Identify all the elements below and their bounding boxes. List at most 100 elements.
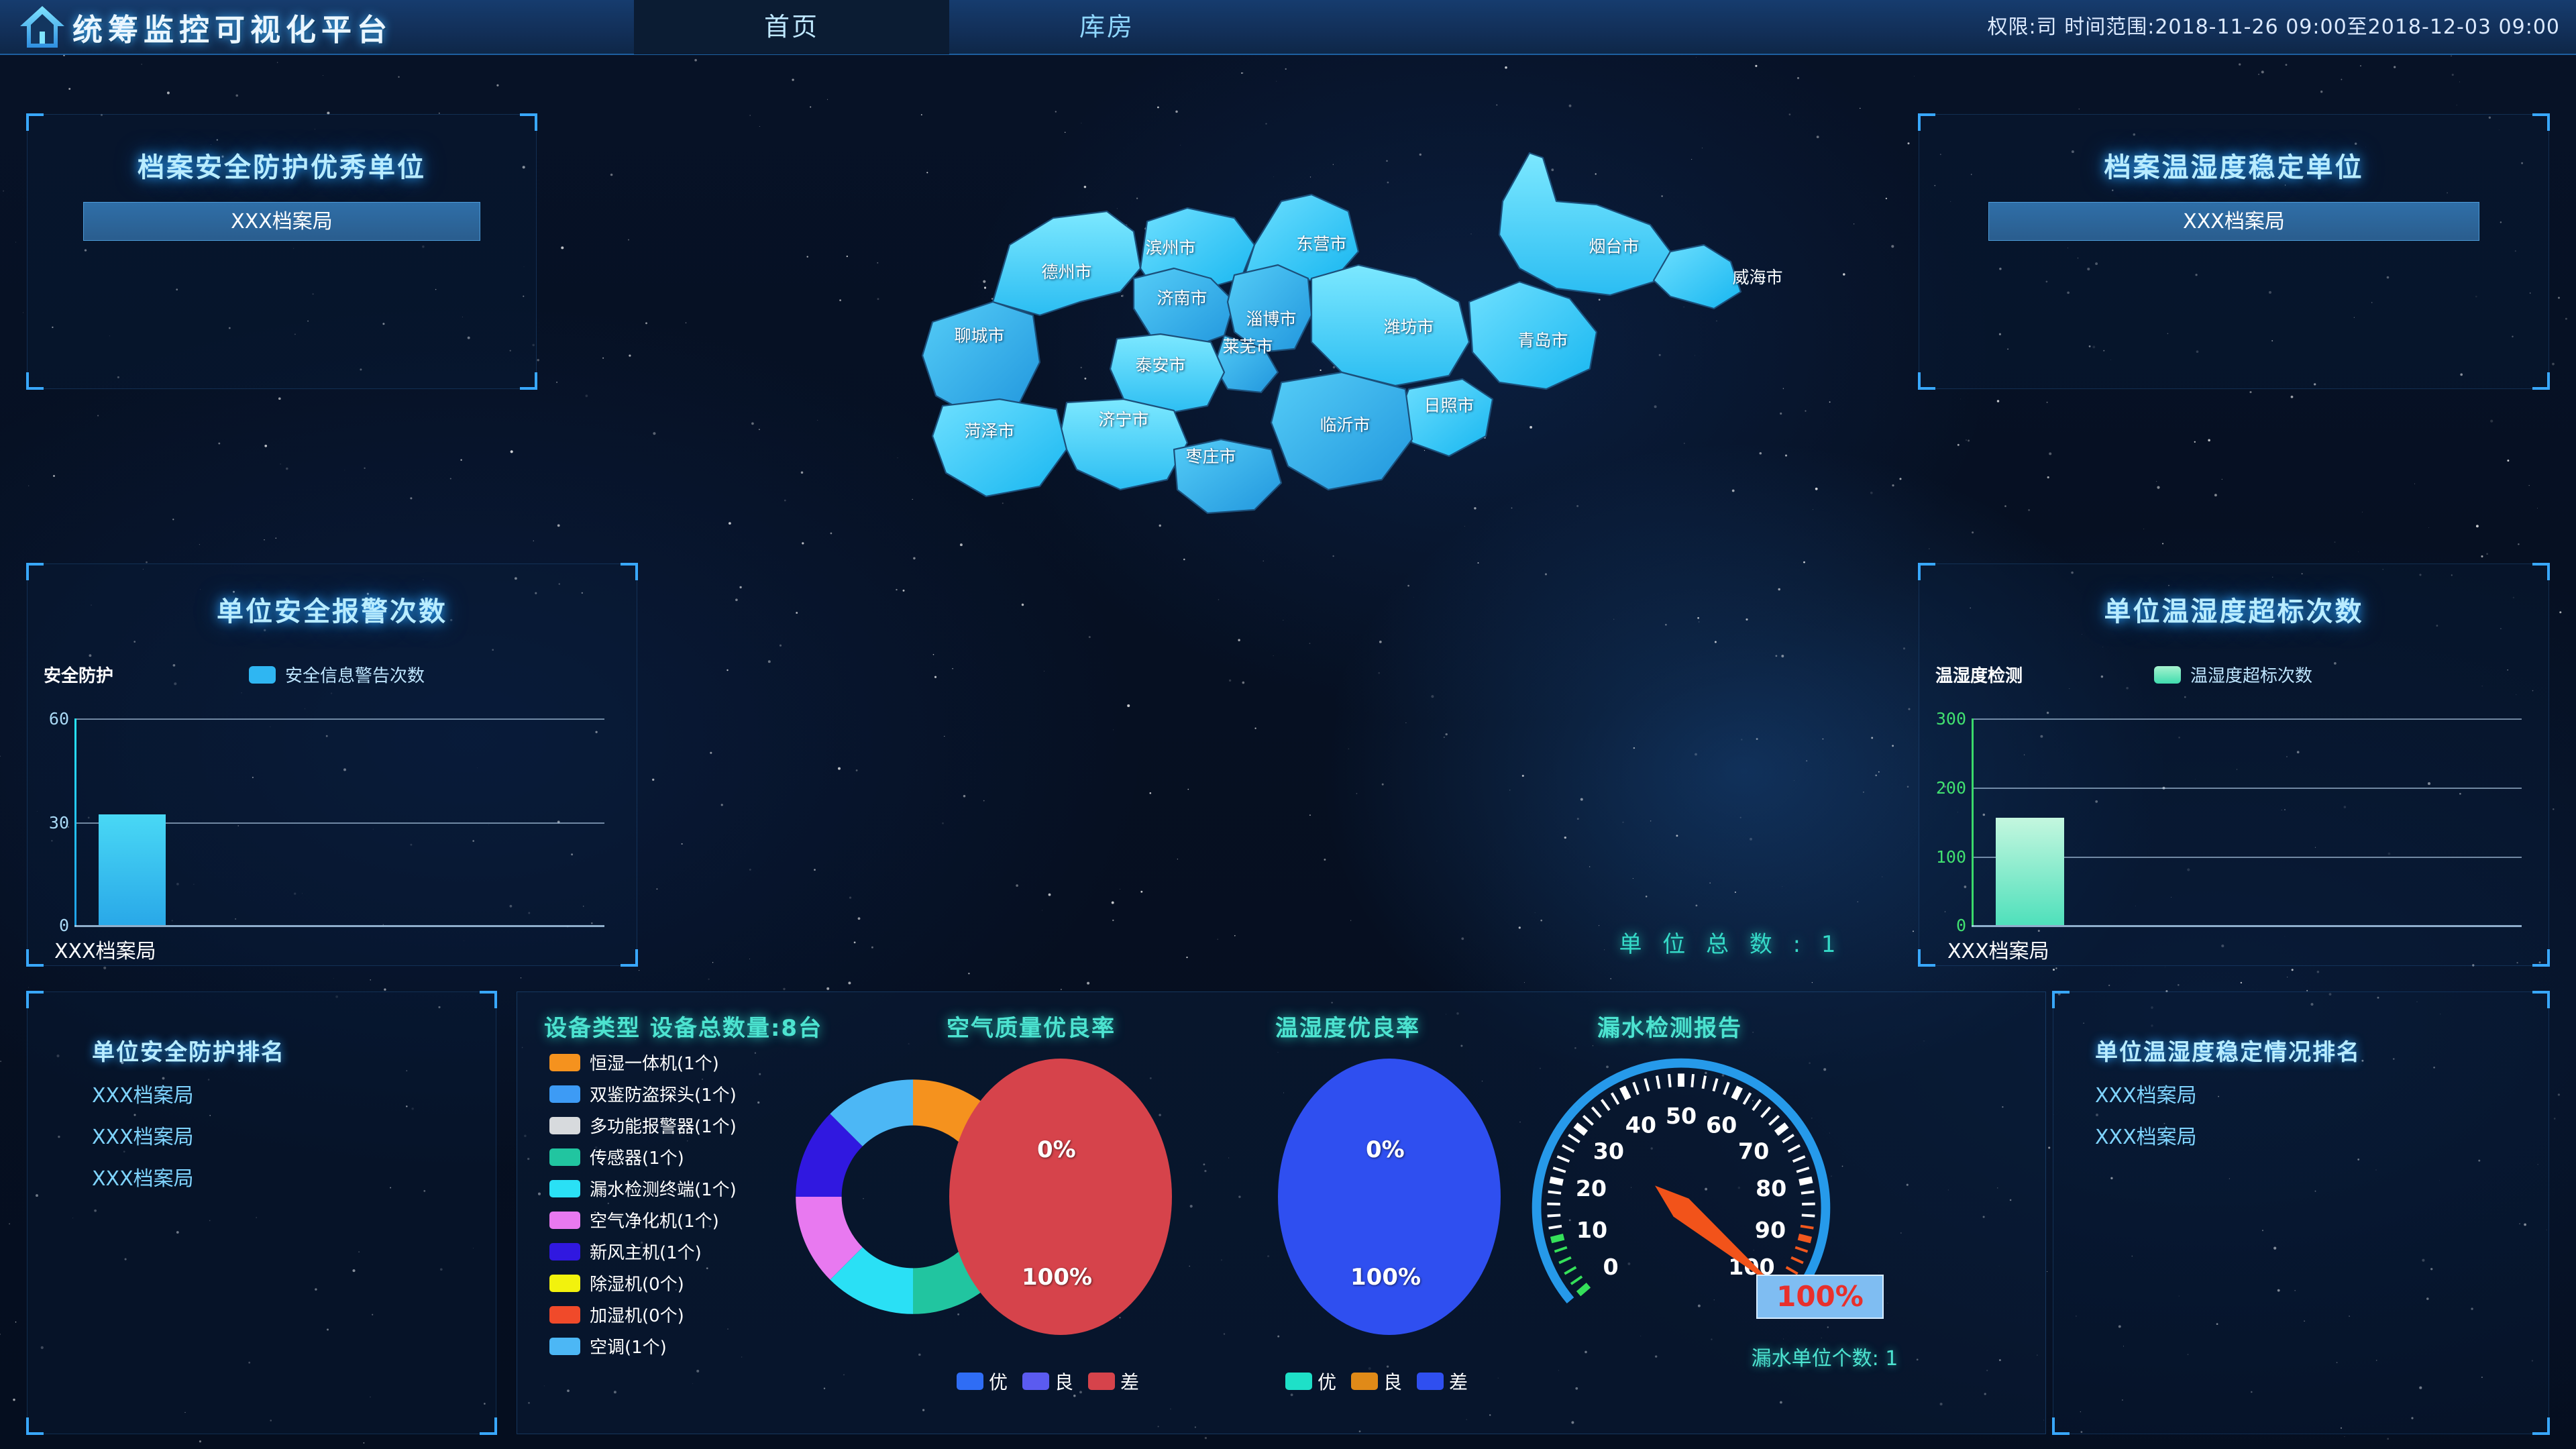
legend-swatch xyxy=(1022,1373,1050,1390)
temp-humidity-pie-chart[interactable] xyxy=(1275,1056,1503,1338)
device-legend-item[interactable]: 新风主机(1个) xyxy=(549,1239,845,1264)
rank-list-item[interactable]: XXX档案局 xyxy=(92,1167,194,1191)
shandong-map[interactable]: 滨州市 东营市 烟台市威海市 德州市济南市淄博市 潍坊市青岛市 聊城市莱芜市泰安市日照市临… xyxy=(704,101,1912,973)
city-label-烟台市[interactable]: 烟台市 xyxy=(1589,237,1640,256)
rank-list-item[interactable]: XXX档案局 xyxy=(2095,1126,2197,1149)
map-svg[interactable] xyxy=(704,101,1912,543)
temp-humidity-legend[interactable]: 优 良 差 xyxy=(1285,1368,1468,1395)
rank-list-item[interactable]: XXX档案局 xyxy=(2095,1084,2197,1108)
legend-swatch xyxy=(549,1337,580,1355)
tab-warehouse[interactable]: 库房 xyxy=(1079,12,1135,42)
legend-item-good[interactable]: 良 xyxy=(1022,1368,1073,1395)
y-axis xyxy=(1972,718,1974,926)
rank-list-item[interactable]: XXX档案局 xyxy=(92,1126,194,1149)
panel-title: 单位温湿度稳定情况排名 xyxy=(2095,1039,2361,1066)
corner-bracket xyxy=(2532,372,2550,390)
legend-item-excellent[interactable]: 优 xyxy=(1285,1368,1336,1395)
legend-label: 良 xyxy=(1055,1371,1074,1393)
gauge-tick xyxy=(1558,1256,1572,1265)
legend-label: 差 xyxy=(1449,1371,1468,1393)
donut-slice[interactable] xyxy=(830,1247,913,1314)
legend-label: 双鉴防盗探头(1个) xyxy=(590,1085,737,1106)
gauge-tick xyxy=(1548,1224,1562,1230)
gauge-tick xyxy=(1712,1078,1719,1092)
y-axis xyxy=(74,718,76,926)
device-legend-item[interactable]: 加湿机(0个) xyxy=(549,1302,845,1327)
corner-bracket xyxy=(26,563,44,580)
city-label-临沂市[interactable]: 临沂市 xyxy=(1320,415,1371,435)
header-permission-time-info: 权限:司 时间范围:2018-11-26 09:00至2018-12-03 09… xyxy=(1987,15,2560,39)
chart-legend[interactable]: 温湿度超标次数 xyxy=(2154,662,2312,687)
temp-humidity-rate-title: 温湿度优良率 xyxy=(1275,1015,1420,1042)
y-tick-0: 0 xyxy=(58,916,69,935)
city-label-菏泽市[interactable]: 菏泽市 xyxy=(964,421,1015,441)
device-legend-item[interactable]: 双鉴防盗探头(1个) xyxy=(549,1081,845,1106)
legend-swatch xyxy=(549,1211,580,1229)
city-label-枣庄市[interactable]: 枣庄市 xyxy=(1185,447,1236,466)
gauge-tick xyxy=(1797,1234,1813,1244)
air-quality-legend[interactable]: 优 良 差 xyxy=(957,1368,1139,1395)
legend-label: 加湿机(0个) xyxy=(590,1306,684,1326)
main-nav: 首页 库房 xyxy=(634,0,1265,54)
corner-bracket xyxy=(480,1417,497,1435)
bar-xxx-archive-bureau[interactable] xyxy=(1996,818,2064,925)
unit-name-item[interactable]: XXX档案局 xyxy=(83,202,480,241)
device-legend-item[interactable]: 多功能报警器(1个) xyxy=(549,1113,845,1138)
tab-home[interactable]: 首页 xyxy=(634,0,950,54)
city-label-济南市[interactable]: 济南市 xyxy=(1157,288,1208,308)
gauge-tick xyxy=(1752,1099,1762,1112)
chart-legend[interactable]: 安全信息警告次数 xyxy=(249,662,425,687)
device-legend-item[interactable]: 传感器(1个) xyxy=(549,1144,845,1169)
city-label-威海市[interactable]: 威海市 xyxy=(1732,268,1783,287)
bar-category-label: XXX档案局 xyxy=(54,940,156,963)
city-label-莱芜市[interactable]: 莱芜市 xyxy=(1222,337,1273,356)
bar-xxx-archive-bureau[interactable] xyxy=(99,814,166,925)
gauge-tick xyxy=(1690,1073,1695,1087)
city-label-德州市[interactable]: 德州市 xyxy=(1041,262,1092,282)
unit-name-item[interactable]: XXX档案局 xyxy=(1988,202,2479,241)
air-quality-pie-chart[interactable] xyxy=(947,1056,1175,1338)
temp-humidity-exceed-chart-panel: 单位温湿度超标次数 温湿度检测 温湿度超标次数 300 200 100 0 XX… xyxy=(1918,563,2550,967)
device-legend-item[interactable]: 恒湿一体机(1个) xyxy=(549,1050,845,1075)
donut-slice[interactable] xyxy=(796,1114,863,1197)
city-label-济宁市[interactable]: 济宁市 xyxy=(1098,410,1149,429)
grid-line xyxy=(1972,857,2522,858)
legend-item-good[interactable]: 良 xyxy=(1351,1368,1402,1395)
legend-item-poor[interactable]: 差 xyxy=(1088,1368,1139,1395)
city-label-潍坊市[interactable]: 潍坊市 xyxy=(1383,317,1434,337)
city-label-泰安市[interactable]: 泰安市 xyxy=(1135,356,1186,375)
rank-list-item[interactable]: XXX档案局 xyxy=(92,1084,194,1108)
legend-swatch xyxy=(2154,665,2181,684)
gauge-tick xyxy=(1554,1246,1568,1253)
gauge-needle xyxy=(1655,1185,1778,1289)
city-label-东营市[interactable]: 东营市 xyxy=(1296,234,1347,254)
city-label-聊城市[interactable]: 聊城市 xyxy=(954,326,1005,345)
device-type-legend[interactable]: 恒湿一体机(1个) 双鉴防盗探头(1个) 多功能报警器(1个) 传感器(1个) 漏水检测… xyxy=(549,1050,845,1365)
city-label-滨州市[interactable]: 滨州市 xyxy=(1145,238,1196,258)
gauge-tick xyxy=(1632,1081,1640,1095)
legend-label: 新风主机(1个) xyxy=(590,1243,702,1263)
corner-bracket xyxy=(621,949,638,967)
corner-bracket xyxy=(26,372,44,390)
legend-label: 良 xyxy=(1383,1371,1403,1393)
city-label-日照市[interactable]: 日照市 xyxy=(1424,396,1474,415)
grid-line xyxy=(1972,788,2522,789)
device-legend-item[interactable]: 空气净化机(1个) xyxy=(549,1208,845,1232)
device-legend-item[interactable]: 漏水检测终端(1个) xyxy=(549,1176,845,1201)
gauge-tick xyxy=(1768,1114,1780,1126)
stable-temp-humidity-unit-panel: 档案温湿度稳定单位 XXX档案局 xyxy=(1918,113,2550,390)
gauge-tick xyxy=(1570,1275,1583,1285)
device-legend-item[interactable]: 除湿机(0个) xyxy=(549,1271,845,1295)
device-legend-item[interactable]: 空调(1个) xyxy=(549,1334,845,1358)
donut-slice[interactable] xyxy=(830,1079,913,1146)
x-axis xyxy=(1972,925,2522,927)
donut-slice[interactable] xyxy=(796,1197,863,1280)
legend-label: 空调(1个) xyxy=(590,1338,667,1358)
legend-item-poor[interactable]: 差 xyxy=(1417,1368,1468,1395)
gauge-tick xyxy=(1656,1075,1661,1089)
corner-bracket xyxy=(520,113,537,131)
city-label-青岛市[interactable]: 青岛市 xyxy=(1517,331,1568,350)
legend-item-excellent[interactable]: 优 xyxy=(957,1368,1008,1395)
city-label-淄博市[interactable]: 淄博市 xyxy=(1246,309,1297,329)
